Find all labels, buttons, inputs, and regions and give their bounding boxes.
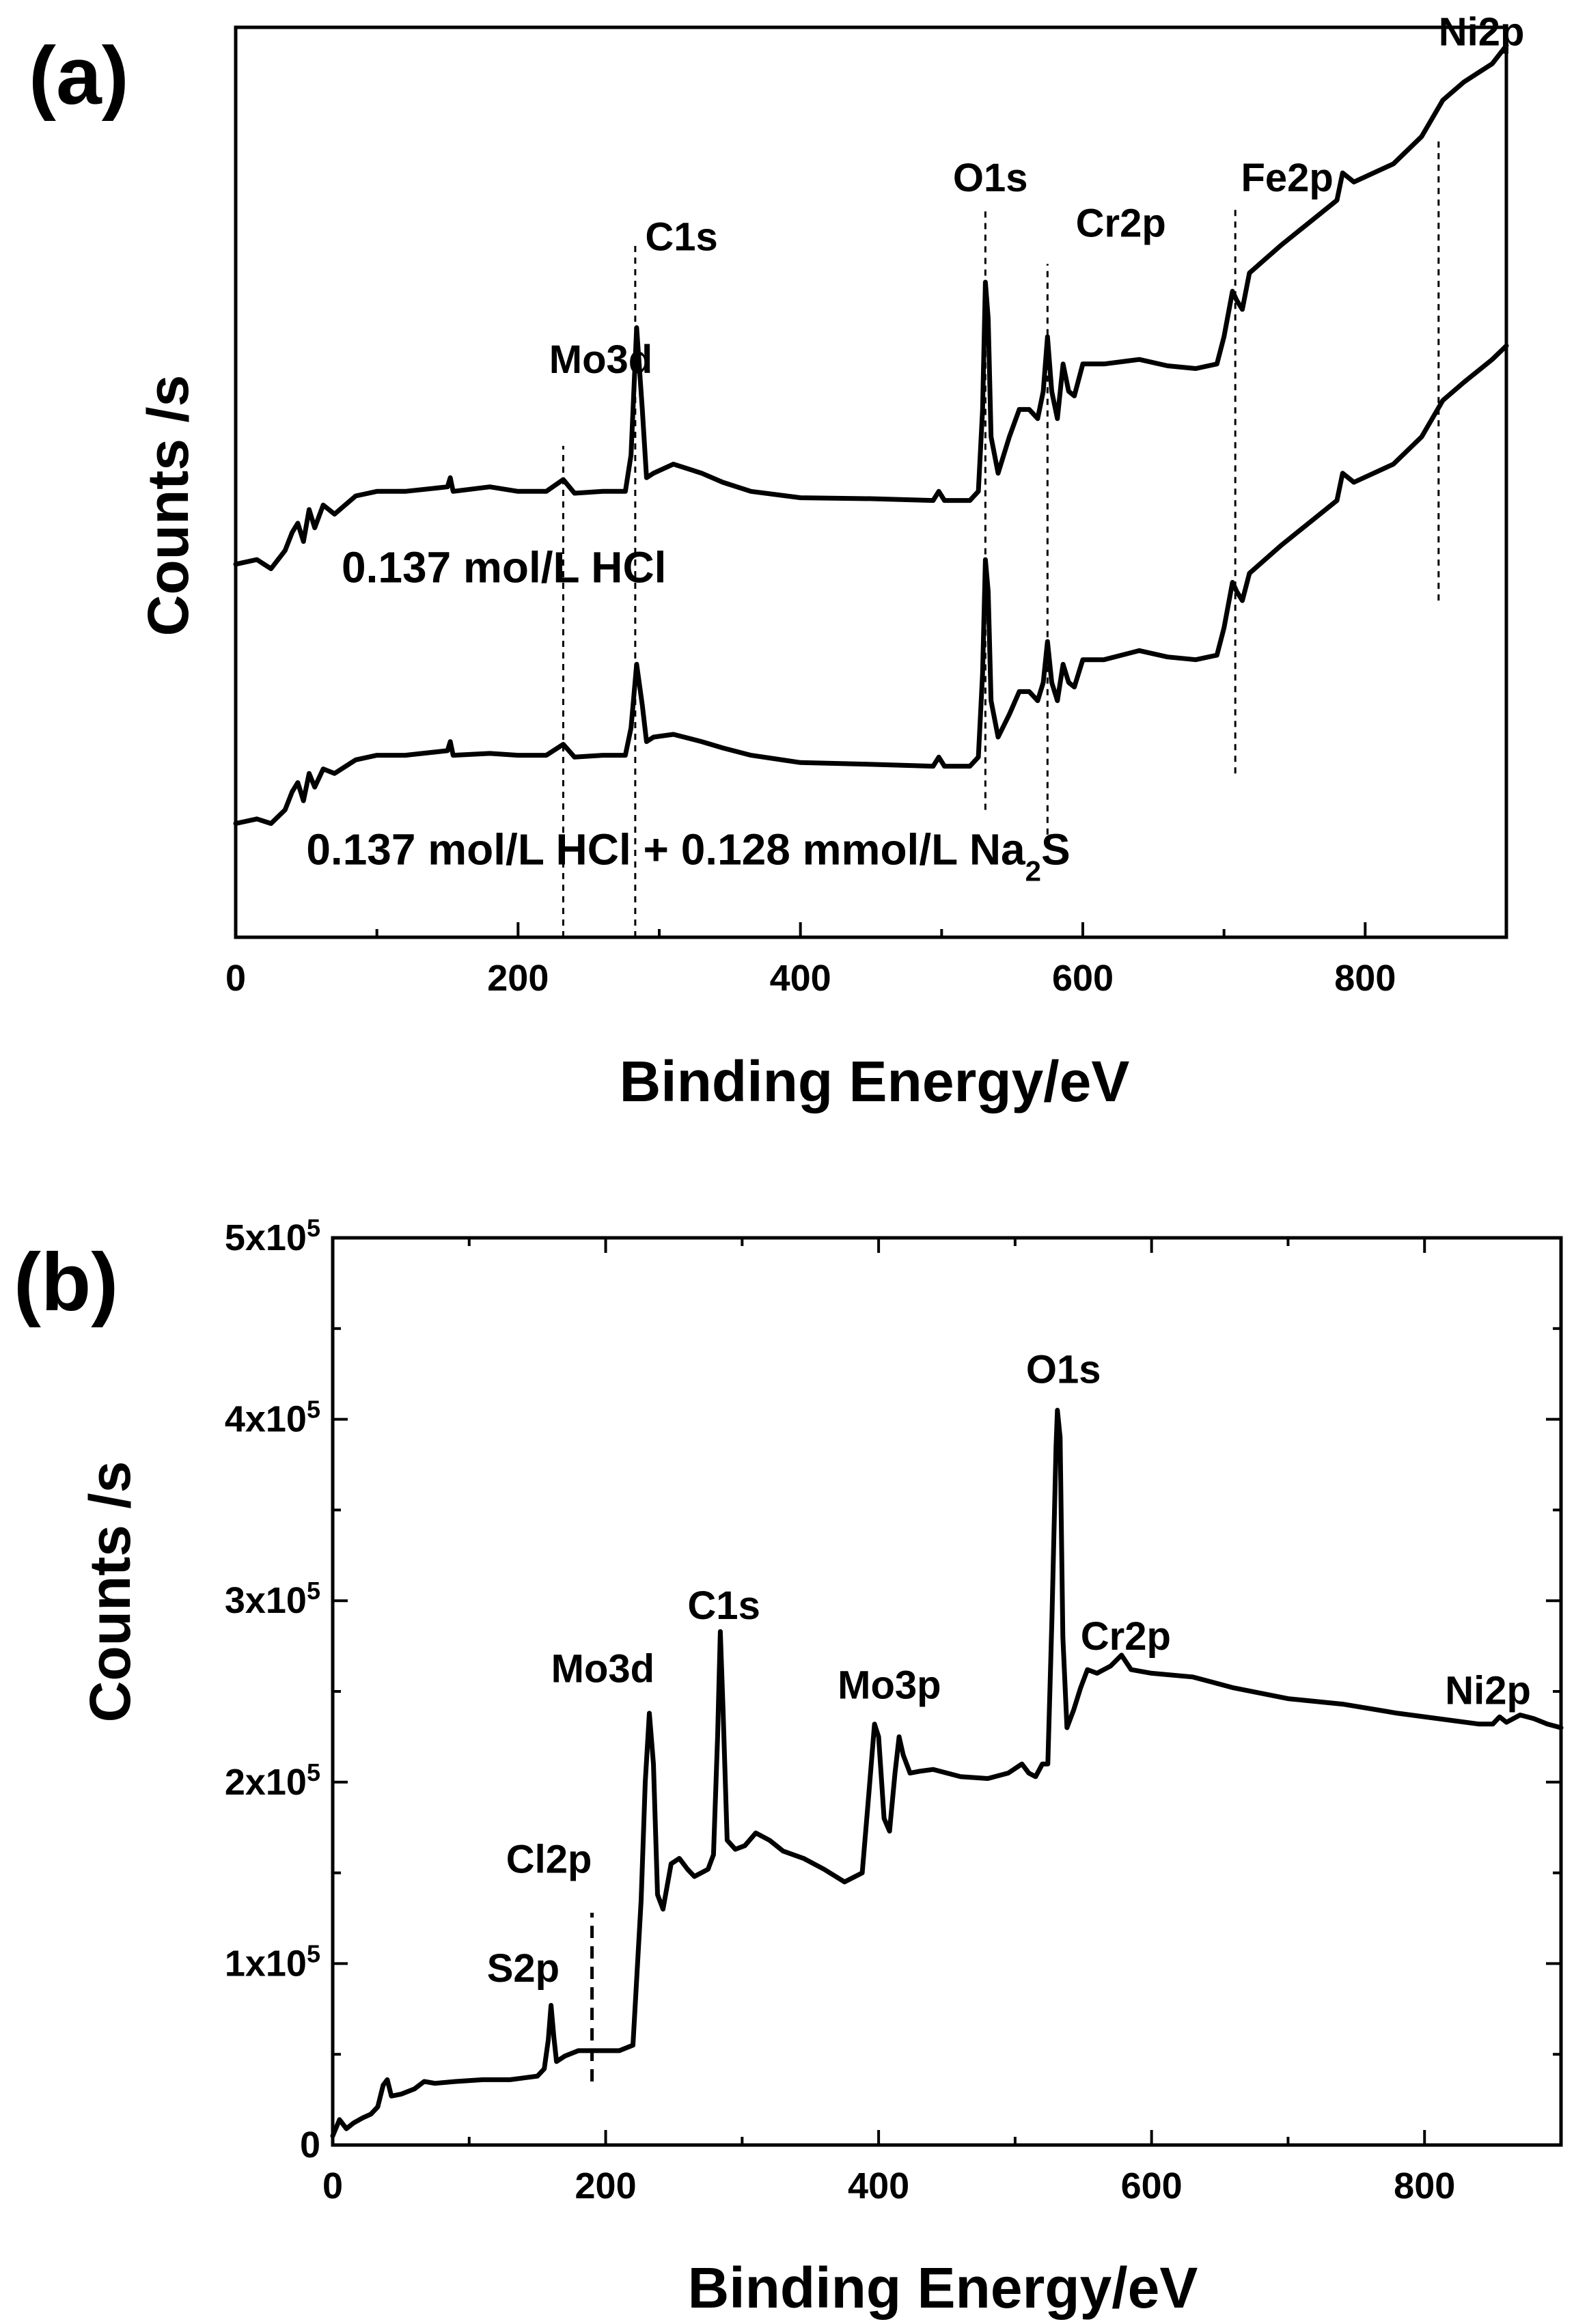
panel-a-series-0-line xyxy=(233,43,1509,571)
panel-b-series xyxy=(330,1407,1564,2139)
panel-b-ticks: 0 200 400 600 800 0 1x105 2x105 3x105 4x105 5x105 xyxy=(225,1214,1562,2207)
panel-a-x-axis-title: Binding Energy/eV xyxy=(620,1049,1130,1113)
panel-b-letter: (b) xyxy=(14,1236,118,1328)
panel-b-peak-label-o1s: O1s xyxy=(1026,1347,1101,1392)
panel-b-frame xyxy=(331,1236,1563,2147)
panel-b-plot-frame xyxy=(331,1236,1563,2147)
panel-a-y-axis-title: Counts /s xyxy=(136,375,200,637)
panel-a-trace-label-0: 0.137 mol/L HCl xyxy=(342,543,666,592)
panel-a: (a) 0 200 400 600 800 Mo3d C1s O1s Cr2p Fe2p Ni2p… xyxy=(29,10,1524,1113)
panel-a-peak-labels: Mo3d C1s O1s Cr2p Fe2p Ni2p xyxy=(549,10,1525,383)
panel-a-trace-label-1: 0.137 mol/L HCl + 0.128 mmol/L Na2S xyxy=(306,825,1070,887)
panel-a-x-tick-label-1: 200 xyxy=(487,958,549,999)
panel-a-trace-labels: 0.137 mol/L HCl 0.137 mol/L HCl + 0.128 m… xyxy=(306,543,1070,887)
panel-b-x-tick-label-2: 400 xyxy=(848,2166,909,2207)
panel-b: (b) 0 200 400 600 800 0 1x105 2x105 3x105 4x105 5x… xyxy=(14,1214,1564,2320)
panel-b-series-0-line xyxy=(330,1407,1564,2139)
panel-b-peak-label-cr2p: Cr2p xyxy=(1081,1614,1171,1659)
panel-b-y-tick-label-1: 1x105 xyxy=(225,1939,320,1984)
panel-a-peak-label-mo3d: Mo3d xyxy=(549,337,652,382)
panel-a-peak-label-ni2p: Ni2p xyxy=(1439,10,1525,55)
panel-b-x-tick-label-0: 0 xyxy=(322,2166,343,2207)
panel-b-y-axis-title: Counts /s xyxy=(78,1461,142,1723)
panel-b-y-tick-label-2: 2x105 xyxy=(225,1758,320,1803)
panel-a-plot-frame xyxy=(234,25,1508,939)
panel-a-letter: (a) xyxy=(29,30,129,122)
panel-a-ticks: 0 200 400 600 800 xyxy=(225,922,1508,999)
panel-b-x-tick-label-3: 600 xyxy=(1121,2166,1183,2207)
panel-a-x-tick-label-0: 0 xyxy=(225,958,246,999)
panel-b-y-tick-label-5: 5x105 xyxy=(225,1214,320,1259)
panel-a-x-tick-label-2: 400 xyxy=(770,958,831,999)
panel-b-y-tick-label-3: 3x105 xyxy=(225,1577,320,1622)
panel-b-peak-label-s2p: S2p xyxy=(487,1946,560,1991)
panel-a-peak-label-o1s: O1s xyxy=(953,156,1028,200)
panel-b-peak-label-mo3d: Mo3d xyxy=(551,1647,654,1691)
panel-a-series xyxy=(233,43,1509,826)
panel-b-x-axis-title: Binding Energy/eV xyxy=(688,2256,1198,2320)
panel-a-x-tick-label-3: 600 xyxy=(1052,958,1114,999)
panel-b-y-tick-label-0: 0 xyxy=(300,2125,320,2166)
panel-a-frame xyxy=(234,25,1508,939)
panel-a-series-1-line xyxy=(233,343,1509,826)
panel-b-peak-labels: S2p Cl2p Mo3d C1s Mo3p O1s Cr2p Ni2p xyxy=(487,1347,1531,1990)
panel-a-peak-label-cr2p: Cr2p xyxy=(1076,201,1166,245)
panel-a-peak-label-fe2p: Fe2p xyxy=(1241,156,1333,200)
panel-b-peak-label-mo3p: Mo3p xyxy=(838,1663,941,1708)
panel-a-x-tick-label-4: 800 xyxy=(1334,958,1396,999)
panel-a-peak-label-c1s: C1s xyxy=(645,215,717,259)
panel-b-peak-label-c1s: C1s xyxy=(687,1583,760,1628)
panel-b-peak-label-cl2p: Cl2p xyxy=(506,1838,592,1882)
panel-b-x-tick-label-4: 800 xyxy=(1394,2166,1455,2207)
panel-b-x-tick-label-1: 200 xyxy=(575,2166,637,2207)
panel-b-y-tick-label-4: 4x105 xyxy=(225,1395,320,1440)
panel-b-peak-label-ni2p: Ni2p xyxy=(1445,1669,1531,1713)
